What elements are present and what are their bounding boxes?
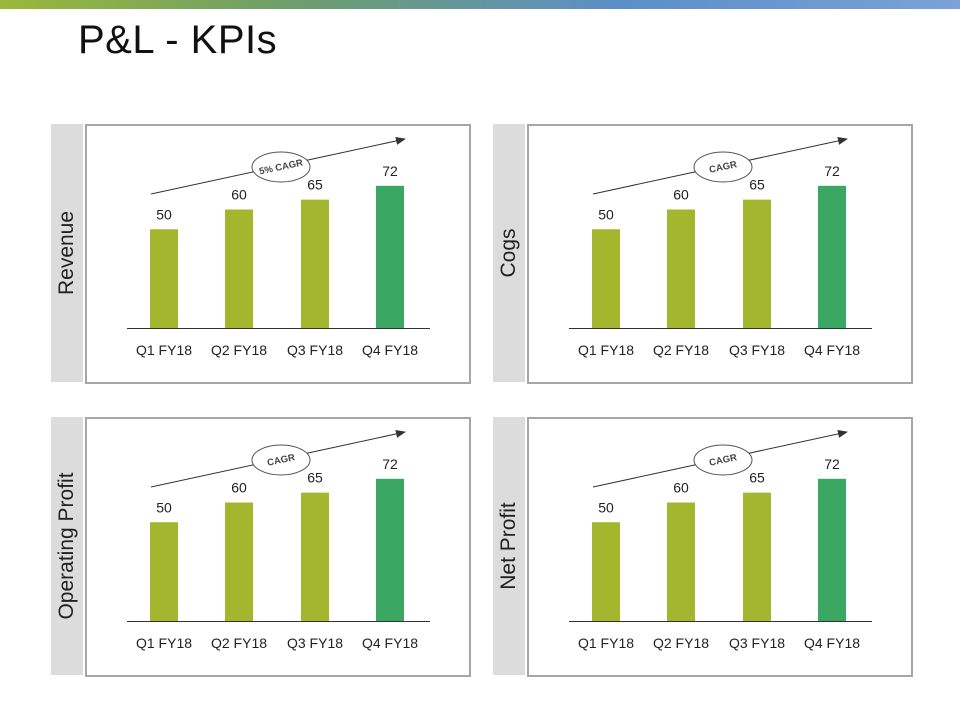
cagr-ellipse — [693, 151, 753, 183]
side-label: Revenue — [51, 124, 83, 382]
bar-value-label: 60 — [231, 187, 247, 203]
panel-operating-profit: Operating Profit CAGR 50 Q1 FY18 60 Q2 FY18 6… — [51, 417, 471, 677]
cagr-ellipse — [251, 444, 311, 476]
bar — [225, 209, 253, 328]
x-tick-label: Q4 FY18 — [804, 635, 860, 651]
panel-net-profit: Net Profit CAGR 50 Q1 FY18 60 Q2 FY18 65 Q3 FY… — [493, 417, 913, 677]
bar — [150, 229, 178, 328]
x-tick-label: Q3 FY18 — [729, 342, 785, 358]
chart-frame: 5% CAGR 50 Q1 FY18 60 Q2 FY18 65 Q3 FY18 72 Q4 F… — [85, 124, 471, 384]
bar-value-label: 65 — [307, 470, 323, 486]
side-label: Cogs — [493, 124, 525, 382]
chart-frame: CAGR 50 Q1 FY18 60 Q2 FY18 65 Q3 FY18 72 Q4 FY18 — [527, 417, 913, 677]
chart-frame: CAGR 50 Q1 FY18 60 Q2 FY18 65 Q3 FY18 72 Q4 FY18 — [85, 417, 471, 677]
bar-value-label: 72 — [382, 163, 398, 179]
bar-value-label: 50 — [156, 499, 172, 515]
x-tick-label: Q4 FY18 — [362, 635, 418, 651]
bar-value-label: 65 — [307, 177, 323, 193]
bar — [743, 492, 771, 621]
bar — [667, 209, 695, 328]
top-accent-bar — [0, 0, 960, 9]
panel-title: Revenue — [55, 210, 78, 296]
bar — [667, 502, 695, 621]
bar — [301, 492, 329, 621]
x-tick-label: Q4 FY18 — [804, 342, 860, 358]
bar — [818, 185, 846, 328]
panel-title: Cogs — [497, 228, 520, 278]
bar-value-label: 60 — [231, 480, 247, 496]
x-tick-label: Q3 FY18 — [729, 635, 785, 651]
bar-value-label: 50 — [156, 206, 172, 222]
bar — [376, 478, 404, 621]
bar — [592, 229, 620, 328]
chart-frame: CAGR 50 Q1 FY18 60 Q2 FY18 65 Q3 FY18 72 Q4 FY18 — [527, 124, 913, 384]
page-title: P&L - KPIs — [78, 18, 278, 62]
bar — [225, 502, 253, 621]
x-tick-label: Q2 FY18 — [653, 635, 709, 651]
bar — [592, 522, 620, 621]
panel-cogs: Cogs CAGR 50 Q1 FY18 60 Q2 FY18 65 Q3 FY18 72 Q4… — [493, 124, 913, 384]
panel-title: Net Profit — [497, 502, 520, 590]
panel-title: Operating Profit — [55, 472, 78, 620]
cagr-ellipse — [251, 151, 311, 183]
x-tick-label: Q1 FY18 — [136, 635, 192, 651]
bar — [376, 185, 404, 328]
bar-value-label: 50 — [598, 499, 614, 515]
bar — [818, 478, 846, 621]
x-tick-label: Q3 FY18 — [287, 635, 343, 651]
bar-value-label: 50 — [598, 206, 614, 222]
bar — [743, 199, 771, 328]
side-label: Net Profit — [493, 417, 525, 675]
x-tick-label: Q4 FY18 — [362, 342, 418, 358]
x-tick-label: Q1 FY18 — [578, 635, 634, 651]
bar-value-label: 65 — [749, 177, 765, 193]
x-tick-label: Q2 FY18 — [211, 342, 267, 358]
bar-value-label: 65 — [749, 470, 765, 486]
bar-value-label: 72 — [382, 456, 398, 472]
side-label: Operating Profit — [51, 417, 83, 675]
x-tick-label: Q3 FY18 — [287, 342, 343, 358]
x-tick-label: Q1 FY18 — [136, 342, 192, 358]
bar — [150, 522, 178, 621]
bar-value-label: 72 — [824, 163, 840, 179]
x-tick-label: Q2 FY18 — [211, 635, 267, 651]
bar-value-label: 60 — [673, 480, 689, 496]
bar-value-label: 60 — [673, 187, 689, 203]
x-tick-label: Q2 FY18 — [653, 342, 709, 358]
bar-value-label: 72 — [824, 456, 840, 472]
cagr-ellipse — [693, 444, 753, 476]
x-tick-label: Q1 FY18 — [578, 342, 634, 358]
panel-revenue: Revenue 5% CAGR 50 Q1 FY18 60 Q2 FY18 65 Q3 FY… — [51, 124, 471, 384]
bar — [301, 199, 329, 328]
